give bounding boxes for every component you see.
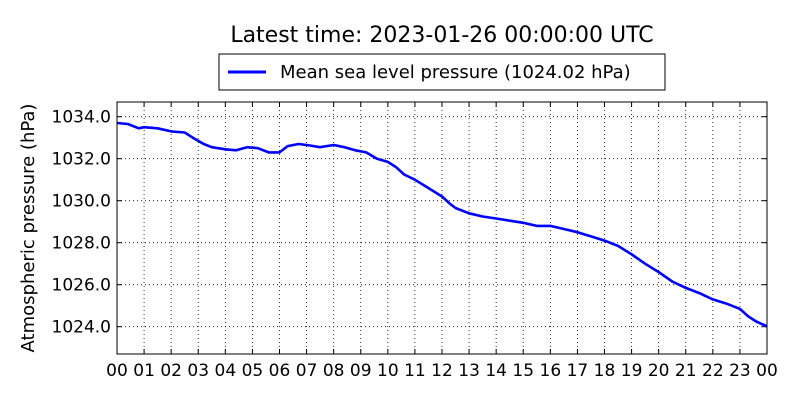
x-tick-label: 02 <box>160 361 182 381</box>
x-tick-label: 00 <box>106 361 128 381</box>
legend: Mean sea level pressure (1024.02 hPa) <box>218 53 666 91</box>
x-tick-label: 12 <box>431 361 453 381</box>
series-layer <box>116 121 768 328</box>
x-tick-label: 22 <box>702 361 724 381</box>
x-tick-label: 16 <box>540 361 562 381</box>
y-tick-label: 1028.0 <box>52 234 111 254</box>
y-tick-label: 1026.0 <box>52 276 111 296</box>
x-tick-label: 05 <box>242 361 264 381</box>
y-axis: 1024.0 1026.0 1028.0 1030.0 1032.0 1034.0 <box>52 108 767 338</box>
x-tick-label: 03 <box>187 361 209 381</box>
x-tick-label: 01 <box>133 361 155 381</box>
y-axis-label: Atmospheric pressure (hPa) <box>18 104 39 353</box>
x-tick-label: 18 <box>594 361 616 381</box>
y-tick-label: 1030.0 <box>52 192 111 212</box>
x-tick-label: 06 <box>269 361 291 381</box>
y-tick-label: 1032.0 <box>52 150 111 170</box>
chart-title: Latest time: 2023-01-26 00:00:00 UTC <box>230 23 653 48</box>
x-tick-label: 10 <box>377 361 399 381</box>
x-tick-label: 00 <box>756 361 778 381</box>
x-tick-label: 04 <box>215 361 237 381</box>
series-line <box>116 121 768 328</box>
x-tick-label: 07 <box>296 361 318 381</box>
x-tick-label: 15 <box>512 361 534 381</box>
legend-entry: Mean sea level pressure (1024.02 hPa) <box>280 62 631 83</box>
y-tick-label: 1034.0 <box>52 108 111 128</box>
x-tick-label: 17 <box>567 361 589 381</box>
grid <box>117 102 767 354</box>
y-tick-label: 1024.0 <box>52 318 111 338</box>
x-tick-label: 23 <box>729 361 751 381</box>
x-tick-label: 09 <box>350 361 372 381</box>
legend-box <box>218 53 666 91</box>
x-tick-label: 19 <box>621 361 643 381</box>
plot-frame <box>116 101 768 355</box>
x-tick-label: 08 <box>323 361 345 381</box>
x-tick-label: 11 <box>404 361 426 381</box>
x-tick-label: 13 <box>458 361 480 381</box>
x-axis: 00 01 02 03 04 05 06 07 08 09 10 11 12 13 14 15 16 17 18 19… <box>106 102 778 381</box>
x-tick-label: 21 <box>675 361 697 381</box>
x-tick-label: 14 <box>485 361 507 381</box>
x-tick-label: 20 <box>648 361 670 381</box>
